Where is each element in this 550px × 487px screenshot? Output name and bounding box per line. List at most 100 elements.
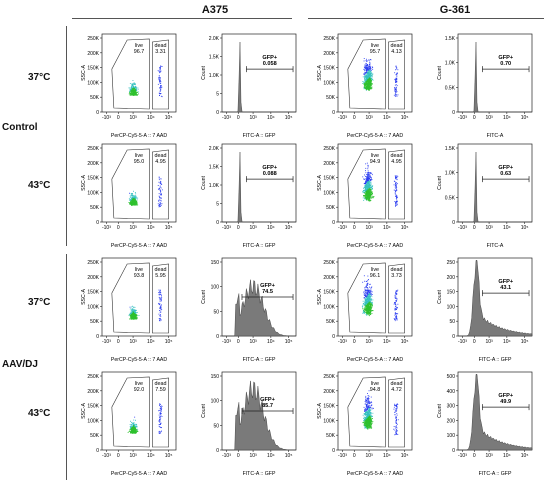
event-dot [368, 297, 369, 298]
event-dot [363, 304, 365, 306]
event-dot [160, 307, 162, 309]
event-dot [367, 424, 369, 426]
event-dot [159, 70, 160, 72]
event-dot [131, 85, 133, 87]
event-dot [365, 175, 367, 177]
event-dot [365, 426, 366, 428]
event-dot [160, 431, 162, 432]
event-dot [131, 424, 132, 425]
event-dot [134, 195, 136, 197]
dead-gate-value: 4.13 [391, 49, 402, 55]
event-dot [366, 198, 368, 199]
event-dot [396, 201, 398, 202]
event-dot [363, 420, 365, 422]
event-dot [370, 413, 372, 414]
event-dot [368, 175, 370, 177]
y-tick-label: 0 [216, 220, 219, 226]
event-dot [365, 185, 367, 187]
event-dot [131, 204, 132, 206]
event-dot [159, 202, 161, 204]
y-axis-label: Count [201, 176, 207, 190]
event-dot [366, 86, 368, 87]
event-dot [370, 66, 372, 68]
event-dot [160, 413, 162, 414]
event-dot [370, 188, 372, 190]
event-dot [365, 308, 367, 310]
event-dot [368, 87, 370, 89]
event-dot [135, 87, 136, 89]
event-dot [395, 191, 396, 193]
live-gate [347, 262, 386, 334]
plot-frame [337, 143, 413, 223]
event-dot [366, 300, 368, 302]
event-dot [397, 404, 399, 405]
event-dot [365, 175, 366, 177]
event-dot [367, 172, 369, 174]
event-dot [371, 294, 373, 295]
event-dot [367, 399, 369, 401]
event-dot [133, 424, 135, 426]
event-dot [159, 76, 160, 78]
event-dot [395, 178, 397, 180]
y-tick-label: 0 [452, 448, 455, 454]
event-dot [135, 196, 137, 198]
y-tick-label: 100K [87, 418, 99, 424]
event-dot [369, 309, 371, 311]
event-dot [132, 314, 134, 316]
y-tick-label: 0 [96, 334, 99, 340]
event-dot [367, 420, 369, 422]
event-dot [369, 189, 371, 191]
event-dot [132, 427, 134, 429]
event-dot [159, 298, 161, 300]
event-dot [369, 184, 370, 186]
event-dot [129, 431, 131, 432]
event-dot [158, 76, 160, 78]
event-dot [367, 194, 368, 196]
event-dot [160, 181, 162, 183]
event-dot [161, 203, 163, 205]
event-dot [366, 72, 368, 74]
event-dot [129, 94, 131, 96]
event-dot [132, 316, 134, 318]
event-dot [369, 315, 370, 317]
x-tick-label: -10³ [222, 115, 231, 121]
event-dot [370, 427, 372, 429]
event-dot [364, 84, 366, 85]
event-dot [395, 426, 397, 428]
event-dot [366, 313, 368, 314]
event-dot [132, 85, 133, 87]
gfp-gate-label: GFP+ [262, 55, 277, 61]
event-dot [161, 416, 163, 417]
event-dot [367, 425, 369, 427]
event-dot [365, 313, 367, 315]
event-dot [135, 203, 136, 205]
event-dot [136, 89, 137, 91]
event-dot [367, 313, 369, 315]
gfp-gate-value: 43.1 [500, 285, 511, 291]
event-dot [130, 90, 132, 91]
event-dot [367, 408, 369, 410]
event-dot [366, 285, 367, 287]
dead-gate-label: dead [154, 381, 166, 387]
event-dot [369, 422, 371, 424]
event-dot [368, 197, 370, 199]
event-dot [134, 202, 136, 204]
event-dot [371, 197, 373, 199]
x-tick-label: -10³ [458, 115, 467, 121]
event-dot [131, 313, 133, 315]
event-dot [161, 66, 163, 67]
event-dot [368, 302, 369, 304]
dead-gate-label: dead [154, 153, 166, 159]
event-dot [396, 80, 397, 82]
event-dot [364, 422, 366, 424]
event-dot [157, 203, 159, 205]
event-dot [129, 89, 131, 91]
event-dot [159, 300, 161, 302]
y-tick-label: 0 [96, 448, 99, 454]
event-dot [394, 319, 395, 320]
event-dot [367, 80, 369, 82]
event-dot [134, 198, 136, 199]
event-dot [370, 88, 372, 90]
event-dot [130, 425, 131, 427]
